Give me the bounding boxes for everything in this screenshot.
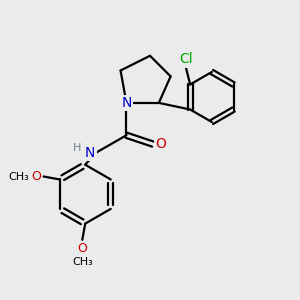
Text: O: O bbox=[77, 242, 87, 254]
Text: O: O bbox=[155, 137, 166, 151]
Text: N: N bbox=[85, 146, 95, 160]
Text: H: H bbox=[73, 142, 82, 153]
Text: O: O bbox=[31, 170, 41, 183]
Text: Cl: Cl bbox=[179, 52, 193, 67]
Text: CH₃: CH₃ bbox=[8, 172, 29, 182]
Text: CH₃: CH₃ bbox=[72, 257, 93, 267]
Text: N: N bbox=[121, 96, 132, 110]
